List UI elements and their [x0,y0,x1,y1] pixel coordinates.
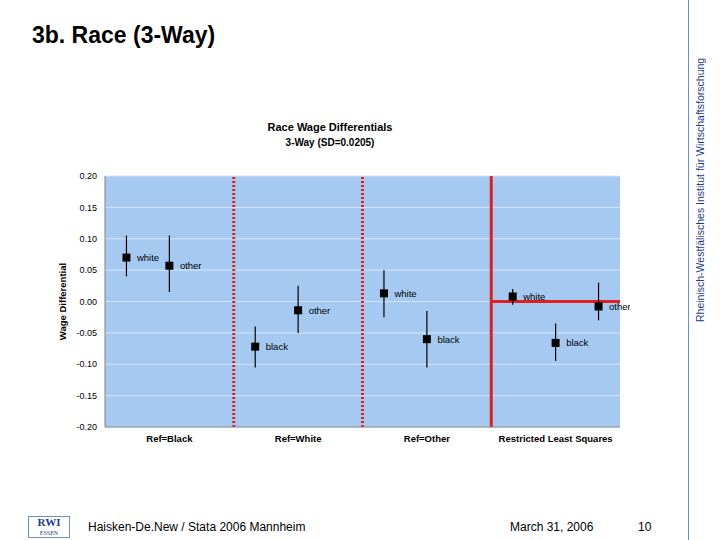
html-text:Race Wage Differentials: Race Wage Differentials [267,121,393,133]
svg-text:white: white [393,288,416,299]
svg-text:white: white [136,252,159,263]
svg-text:-0.20: -0.20 [76,422,97,432]
svg-text:0.00: 0.00 [79,297,97,307]
svg-text:white: white [522,291,545,302]
svg-text:-0.15: -0.15 [76,391,97,401]
html-text:3b. Race (3-Way): 3b. Race (3-Way) [32,22,216,48]
svg-text:0.20: 0.20 [79,171,97,181]
html-text:3-Way (SD=0.0205): 3-Way (SD=0.0205) [285,137,375,148]
html-text:ESSEN: ESSEN [39,530,59,536]
svg-text:0.15: 0.15 [79,203,97,213]
html-text:Rheinisch-Westfälisches Instit: Rheinisch-Westfälisches Institut für Wir… [694,57,706,322]
svg-text:other: other [309,305,331,316]
svg-text:0.05: 0.05 [79,265,97,275]
svg-text:black: black [437,334,459,345]
svg-text:Ref=Other: Ref=Other [404,433,450,444]
html-text:RWI: RWI [37,516,61,528]
svg-text:black: black [266,341,288,352]
svg-text:-0.10: -0.10 [76,359,97,369]
svg-text:black: black [566,337,588,348]
html-text:March 31, 2006: March 31, 2006 [510,520,594,534]
svg-text:-0.05: -0.05 [76,328,97,338]
svg-text:Restricted Least Squares: Restricted Least Squares [499,433,613,444]
svg-text:Ref=Black: Ref=Black [146,433,193,444]
svg-text:other: other [180,260,202,271]
html-text:10: 10 [638,520,652,534]
svg-text:other: other [609,301,630,312]
svg-text:Ref=White: Ref=White [275,433,322,444]
svg-text:Wage Differential: Wage Differential [57,263,68,340]
html-text:Haisken-De.New / Stata 2006 Ma: Haisken-De.New / Stata 2006 Mannheim [88,520,306,534]
svg-text:0.10: 0.10 [79,234,97,244]
